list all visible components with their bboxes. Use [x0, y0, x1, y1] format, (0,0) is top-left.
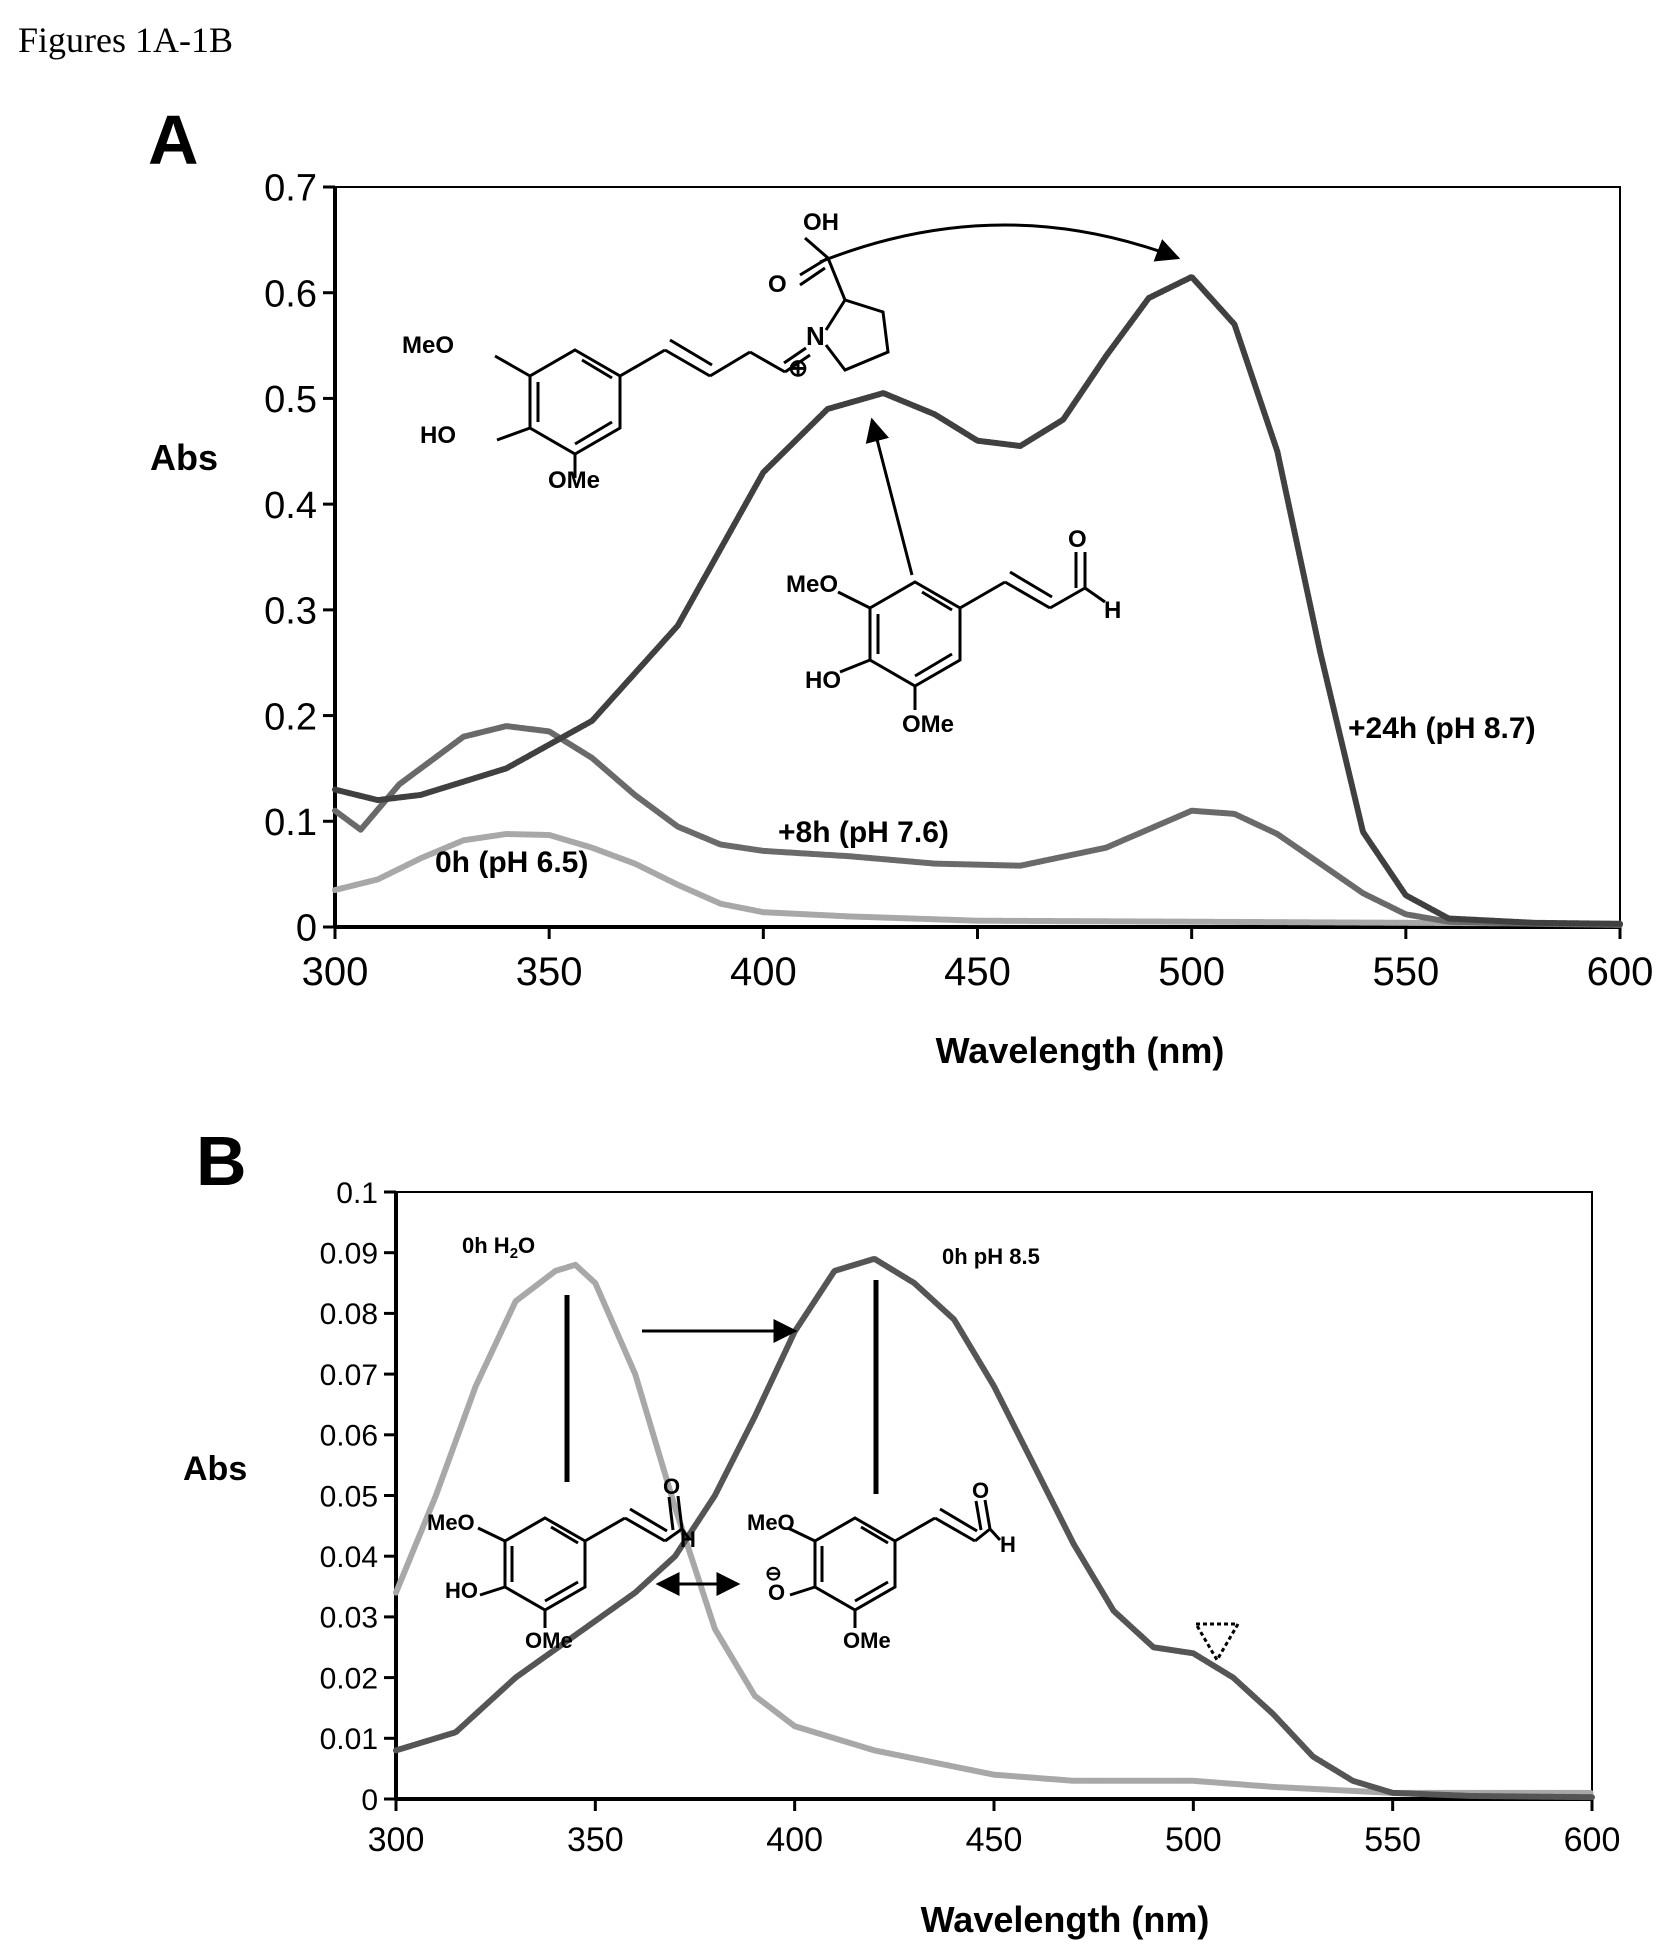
panel-a-x-tick-label: 450: [944, 950, 1011, 994]
panel-a-xlabel: Wavelength (nm): [936, 1030, 1225, 1071]
panel-a-y-tick-label: 0.3: [264, 591, 317, 633]
svg-text:O: O: [768, 271, 787, 298]
panel-a-x-tick-label: 550: [1372, 950, 1439, 994]
panel-b-y-tick-label: 0.03: [320, 1602, 378, 1635]
panel-b-y-tick-label: 0.01: [320, 1723, 378, 1756]
panel-a-series: [332, 273, 1623, 928]
svg-text:OMe: OMe: [548, 467, 600, 494]
panel-b-x-tick-label: 550: [1364, 1821, 1421, 1859]
panel-a-x-tick-label: 400: [730, 950, 797, 994]
svg-text:OH: OH: [803, 209, 839, 236]
panel-b-label-h2o-o: O: [518, 1233, 535, 1258]
panel-a-peak-arrow: [865, 417, 914, 576]
panel-b-y-tick-label: 0.1: [336, 1177, 378, 1210]
panel-b-chart: B 00.010.020.030.040.050.060.070.080.090…: [183, 1122, 1620, 1940]
panel-b-plot-frame: [395, 1191, 1593, 1800]
panel-b-xlabel: Wavelength (nm): [921, 1899, 1210, 1940]
svg-text:O: O: [1068, 526, 1087, 553]
panel-a-shift-arrow: [819, 223, 1181, 264]
panel-a-y-tick-label: 0.6: [264, 273, 317, 315]
panel-a-x-tick-label: 350: [516, 950, 583, 994]
panel-a-y-tick-label: 0.1: [264, 802, 317, 844]
svg-text:MeO: MeO: [786, 571, 838, 598]
panel-a-axes: 0 0.1 0.2 0.3 0.4 0.5 0.6 0.7 300 350 400 450 500 550…: [264, 168, 1653, 994]
panel-a-y-tick-label: 0.4: [264, 485, 317, 527]
panel-a-y-tick-label: 0.5: [264, 379, 317, 421]
panel-a-label-24h: +24h (pH 8.7): [1348, 712, 1536, 745]
panel-b-series-line-1: [393, 1255, 1595, 1801]
svg-text:MeO: MeO: [427, 1510, 475, 1535]
page-title: Figures 1A-1B: [18, 20, 233, 60]
panel-b-x-tick-label: 400: [766, 1821, 823, 1859]
panel-b-y-tick-label: 0.08: [320, 1298, 378, 1331]
svg-text:HO: HO: [445, 1578, 478, 1603]
panel-b-x-tick-label: 450: [966, 1821, 1023, 1859]
svg-text:HO: HO: [420, 422, 456, 449]
svg-text:O: O: [768, 1580, 785, 1605]
panel-a-ylabel: Abs: [150, 437, 218, 478]
panel-a-x-tick-label: 500: [1158, 950, 1225, 994]
panel-b-neutral-structure: [477, 1495, 692, 1628]
panel-b-x-tick-label: 350: [567, 1821, 624, 1859]
panel-b-y-tick-label: 0.05: [320, 1480, 378, 1513]
svg-text:MeO: MeO: [747, 1510, 795, 1535]
svg-text:HO: HO: [805, 667, 841, 694]
panel-b-label-h2o: 0h H2O: [462, 1233, 535, 1262]
panel-b-y-tick-label: 0.09: [320, 1238, 378, 1271]
panel-a-iminium-structure: [494, 236, 890, 478]
svg-text:OMe: OMe: [525, 1628, 573, 1653]
panel-a-plot-frame: [334, 186, 1621, 928]
svg-text:O: O: [663, 1474, 680, 1499]
svg-text:MeO: MeO: [402, 332, 454, 359]
panel-a-label-8h: +8h (pH 7.6): [778, 816, 949, 849]
panel-a-y-tick-label: 0: [296, 908, 317, 950]
panel-b-y-tick-label: 0.07: [320, 1359, 378, 1392]
panel-a-x-tick-label: 300: [302, 950, 369, 994]
panel-a-series-line-2: [332, 273, 1623, 927]
panel-b-y-tick-label: 0.06: [320, 1420, 378, 1453]
svg-text:N: N: [806, 321, 825, 351]
svg-text:H: H: [1104, 597, 1121, 624]
svg-text:⊕: ⊕: [788, 355, 808, 382]
svg-text:H: H: [680, 1527, 696, 1552]
panel-b-x-tick-label: 600: [1564, 1821, 1621, 1859]
panel-a-chart: A 0 0.1 0.2 0.3 0.4 0.5 0.6 0.7 300 350 400 450 500 5…: [148, 101, 1653, 1071]
panel-b-y-tick-label: 0.04: [320, 1541, 378, 1574]
panel-b-label-h2o-main: 0h H: [462, 1233, 510, 1258]
svg-text:H: H: [1000, 1532, 1016, 1557]
panel-b-y-tick-label: 0.02: [320, 1662, 378, 1695]
panel-a-series-line-0: [332, 831, 1623, 927]
panel-a-label-0h: 0h (pH 6.5): [435, 846, 588, 879]
panel-a-x-tick-label: 600: [1587, 950, 1654, 994]
panel-a-letter: A: [148, 101, 199, 179]
panel-a-iminium-labels: OH O N ⊕ MeO HO OMe: [402, 209, 839, 494]
panel-b-shoulder-marker-icon: [1193, 1622, 1241, 1663]
panel-b-ylabel: Abs: [183, 1450, 247, 1488]
panel-b-letter: B: [196, 1122, 247, 1200]
panel-a-y-tick-label: 0.7: [264, 168, 317, 210]
panel-b-label-ph85: 0h pH 8.5: [942, 1244, 1040, 1269]
panel-b-phenolate-labels: O H MeO O ⊖ OMe: [747, 1478, 1016, 1653]
svg-text:⊖: ⊖: [765, 1563, 782, 1585]
panel-b-x-tick-label: 500: [1165, 1821, 1222, 1859]
panel-b-axes: 0 0.01 0.02 0.03 0.04 0.05 0.06 0.07 0.08 0.09 0.1…: [320, 1177, 1621, 1859]
panel-a-aldehyde-structure: [837, 552, 1106, 710]
panel-a-series-line-1: [332, 723, 1623, 928]
panel-a-aldehyde-labels: O H MeO HO OMe: [786, 526, 1121, 738]
svg-text:OMe: OMe: [902, 711, 954, 738]
panel-a-y-tick-label: 0.2: [264, 696, 317, 738]
panel-b-phenolate-structure: [787, 1499, 1002, 1628]
svg-text:O: O: [972, 1478, 989, 1503]
panel-b-series: [393, 1255, 1595, 1801]
panel-b-series-line-0: [393, 1261, 1595, 1796]
panel-b-y-tick-label: 0: [361, 1784, 378, 1817]
panel-b-neutral-labels: O H MeO HO OMe: [427, 1474, 696, 1653]
panel-b-x-tick-label: 300: [368, 1821, 425, 1859]
panel-b-label-h2o-sub: 2: [510, 1245, 518, 1262]
svg-text:OMe: OMe: [843, 1628, 891, 1653]
